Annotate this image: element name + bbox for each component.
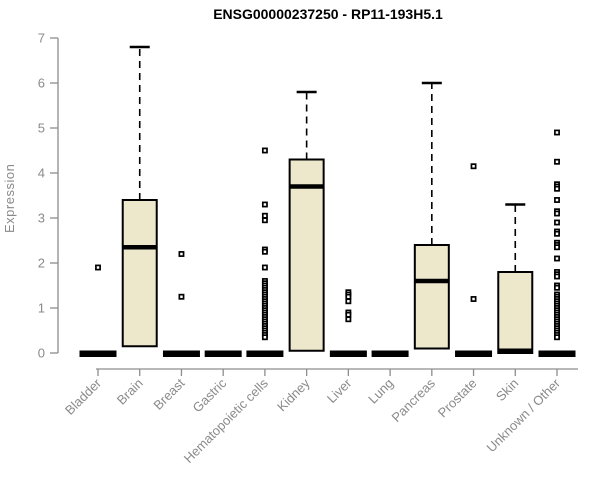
outlier-liver [345, 293, 352, 300]
x-tick-label-gastric: Gastric [190, 375, 230, 415]
outlier-unknown-other [554, 284, 560, 291]
flat-box-liver [329, 350, 367, 357]
box-pancreas [413, 244, 450, 350]
x-tick-label-bladder: Bladder [62, 375, 105, 418]
outlier-unknown-other [554, 255, 560, 262]
outlier-hematopoietic-cells [261, 248, 268, 255]
y-tick-label: 3 [38, 211, 45, 226]
outlier-unknown-other [554, 244, 560, 251]
chart-title: ENSG00000237250 - RP11-193H5.1 [213, 6, 443, 22]
outlier-hematopoietic-cells [261, 212, 268, 219]
outlier-unknown-other [554, 230, 560, 237]
outlier-hematopoietic-cells [261, 334, 268, 341]
flat-box-breast [162, 350, 200, 357]
outlier-unknown-other [554, 158, 560, 165]
outlier-liver [345, 311, 352, 318]
outlier-liver [345, 298, 352, 305]
outlier-unknown-other [554, 197, 560, 203]
y-tick-label: 7 [38, 31, 45, 46]
flat-box-lung [371, 350, 409, 357]
outlier-prostate [470, 163, 477, 170]
outlier-breast [178, 293, 185, 300]
box-kidney [288, 158, 325, 352]
y-tick-label: 6 [38, 76, 45, 91]
x-tick-label-kidney: Kidney [274, 375, 313, 414]
outlier-hematopoietic-cells [261, 201, 268, 208]
outlier-unknown-other [554, 334, 560, 341]
outlier-prostate [470, 296, 477, 302]
box-skin [497, 271, 534, 354]
y-tick-label: 4 [38, 166, 45, 181]
x-tick-label-unknown-other: Unknown / Other [484, 375, 564, 455]
outlier-unknown-other [554, 129, 560, 136]
x-tick-label-pancreas: Pancreas [388, 375, 438, 425]
flat-box-bladder [79, 350, 117, 357]
x-tick-label-breast: Breast [150, 375, 187, 412]
outlier-hematopoietic-cells [261, 217, 268, 224]
outlier-unknown-other [554, 210, 560, 217]
outlier-liver [345, 316, 352, 323]
flat-box-hematopoietic-cells [246, 350, 284, 357]
x-tick-label-prostate: Prostate [435, 376, 480, 421]
outlier-unknown-other [554, 185, 560, 192]
outlier-hematopoietic-cells [261, 147, 268, 154]
outlier-bladder [95, 264, 101, 271]
outlier-unknown-other [554, 219, 560, 226]
y-tick-label: 2 [38, 256, 45, 271]
y-tick-label: 0 [38, 346, 45, 361]
outlier-unknown-other [554, 273, 560, 280]
x-tick-label-lung: Lung [365, 376, 396, 407]
flat-box-gastric [204, 350, 242, 357]
flat-box-unknown-other [538, 350, 576, 357]
x-tick-label-liver: Liver [324, 375, 355, 406]
box-brain [121, 199, 158, 348]
outlier-breast [178, 251, 185, 257]
flat-box-prostate [455, 350, 493, 357]
x-tick-label-brain: Brain [114, 376, 146, 408]
outlier-hematopoietic-cells [261, 264, 268, 271]
y-tick-label: 5 [38, 121, 45, 136]
y-tick-label: 1 [38, 301, 45, 316]
x-tick-label-skin: Skin [493, 376, 521, 404]
